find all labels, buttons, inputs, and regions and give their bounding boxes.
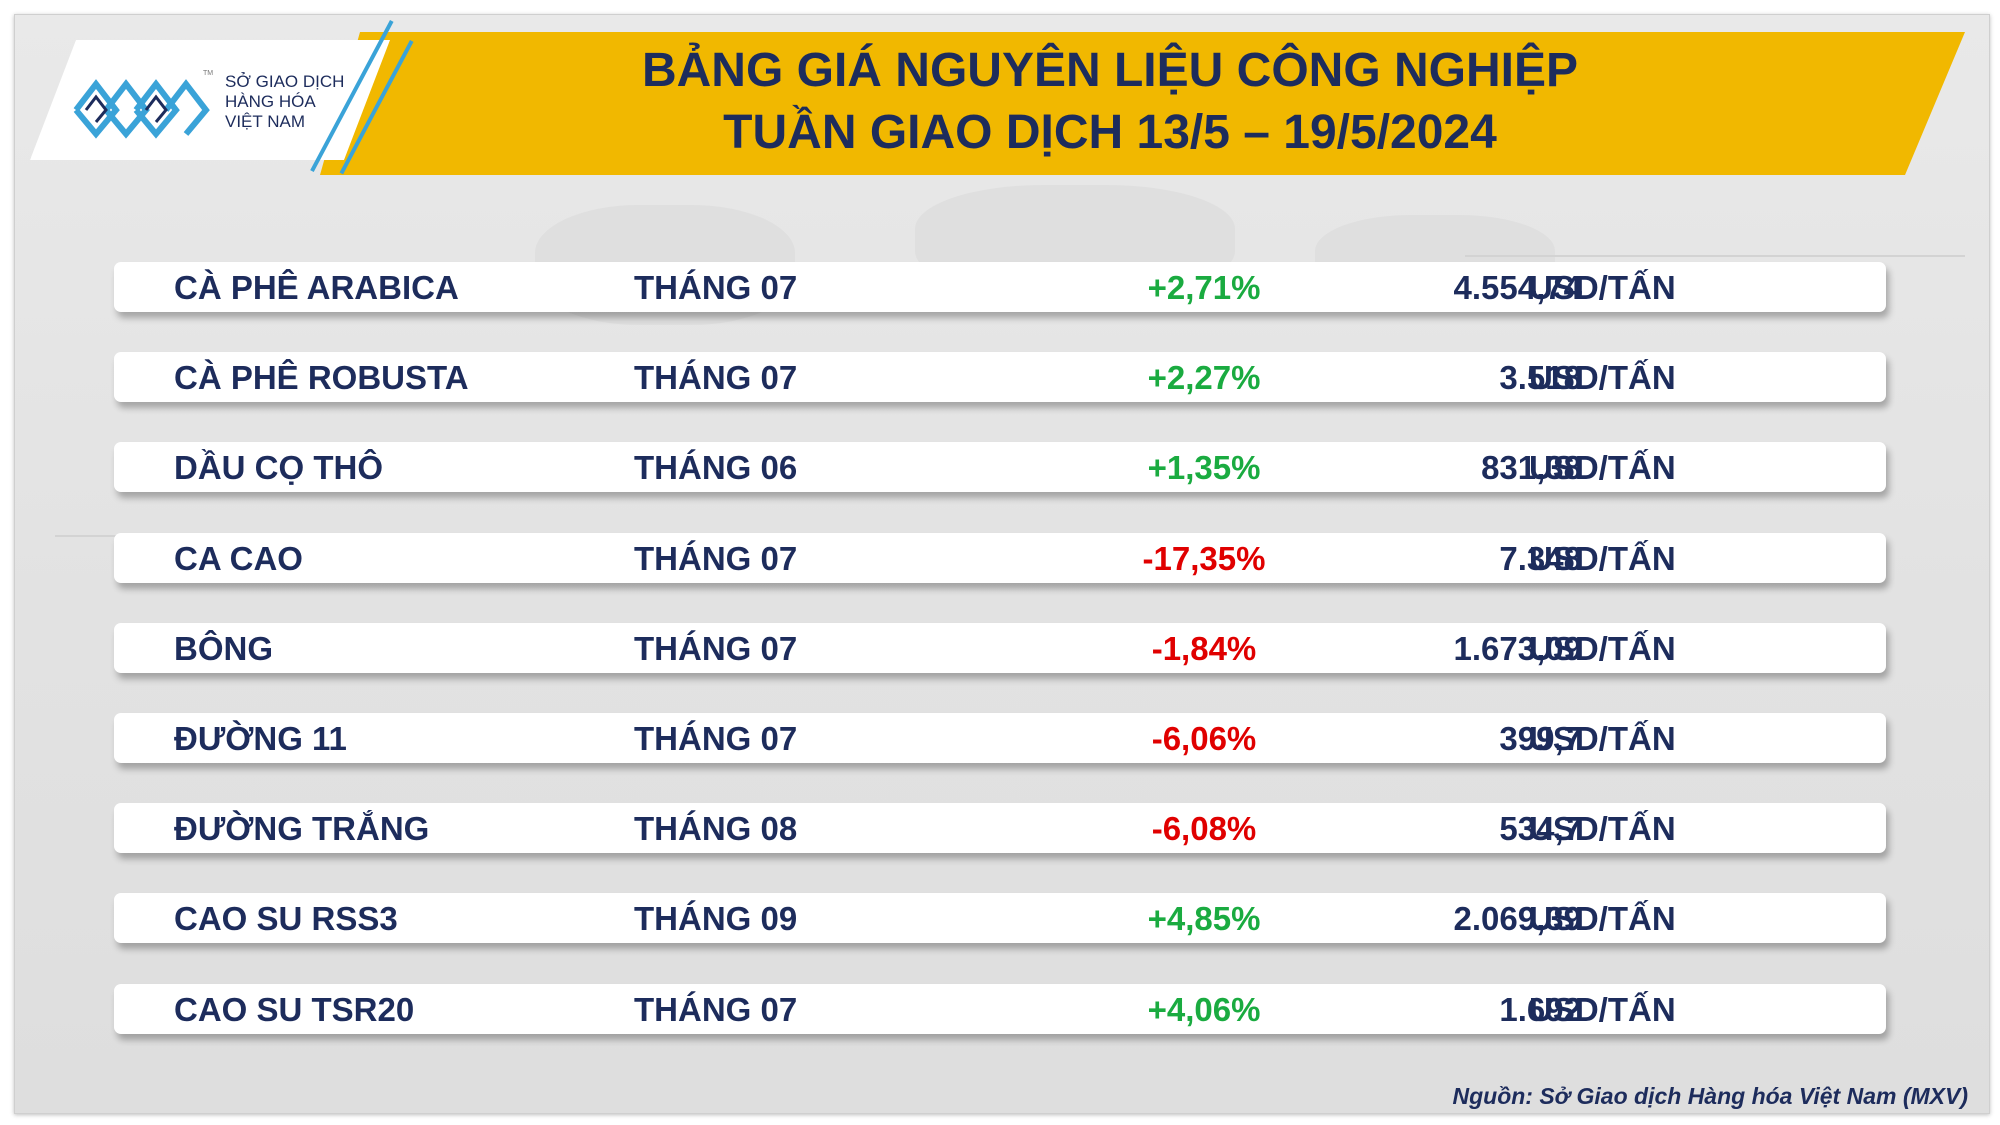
table-row: ĐƯỜNG TRẮNG THÁNG 08 -6,08% 534,7 USD/TẤN [114, 803, 1886, 853]
commodity-name: CÀ PHÊ ROBUSTA [174, 359, 469, 396]
mxv-logo-icon [73, 79, 210, 139]
price-value: 3.518 [1499, 359, 1582, 396]
logo-text: SỞ GIAO DỊCH HÀNG HÓA VIỆT NAM [225, 72, 375, 132]
trademark-mark: TM [203, 70, 214, 77]
table-row: CÀ PHÊ ARABICA THÁNG 07 +2,71% 4.554,74 USD/… [114, 262, 1886, 312]
commodity-name: BÔNG [174, 630, 273, 667]
price-value: 534,7 [1499, 810, 1582, 847]
logo-line-2: HÀNG HÓA [225, 92, 316, 111]
price-value: 7.348 [1499, 540, 1582, 577]
table-row: CAO SU RSS3 THÁNG 09 +4,85% 2.069,39 USD/TẤN [114, 893, 1886, 943]
weekly-change: +4,06% [1147, 991, 1261, 1028]
weekly-change: -6,06% [1151, 720, 1257, 757]
price-unit: USD/TẤN [1529, 991, 1676, 1028]
background-line [1465, 255, 1965, 257]
table-row: BÔNG THÁNG 07 -1,84% 1.673,09 USD/TẤN [114, 623, 1886, 673]
contract-month: THÁNG 07 [634, 269, 798, 306]
table-row: CAO SU TSR20 THÁNG 07 +4,06% 1.692 USD/TẤN [114, 984, 1886, 1034]
contract-month: THÁNG 07 [634, 540, 798, 577]
weekly-change: +1,35% [1147, 449, 1261, 486]
price-unit: USD/TẤN [1529, 540, 1676, 577]
commodity-name: CÀ PHÊ ARABICA [174, 269, 459, 306]
contract-month: THÁNG 09 [634, 900, 798, 937]
weekly-change: +4,85% [1147, 900, 1261, 937]
contract-month: THÁNG 07 [634, 359, 798, 396]
table-row: CÀ PHÊ ROBUSTA THÁNG 07 +2,27% 3.518 USD/TẤN [114, 352, 1886, 402]
table-row: DẦU CỌ THÔ THÁNG 06 +1,35% 831,38 USD/TẤN [114, 442, 1886, 492]
contract-month: THÁNG 08 [634, 810, 798, 847]
weekly-change: -17,35% [1142, 540, 1266, 577]
commodity-name: CA CAO [174, 540, 303, 577]
price-value: 2.069,39 [1453, 900, 1582, 937]
weekly-change: -6,08% [1151, 810, 1257, 847]
price-value: 1.692 [1499, 991, 1582, 1028]
commodity-name: ĐƯỜNG 11 [174, 720, 347, 757]
commodity-name: DẦU CỌ THÔ [174, 449, 383, 486]
price-unit: USD/TẤN [1529, 269, 1676, 306]
page-title: BẢNG GIÁ NGUYÊN LIỆU CÔNG NGHIỆP TUẦN GI… [380, 40, 1840, 170]
price-unit: USD/TẤN [1529, 720, 1676, 757]
price-unit: USD/TẤN [1529, 810, 1676, 847]
price-unit: USD/TẤN [1529, 630, 1676, 667]
commodity-name: CAO SU RSS3 [174, 900, 398, 937]
contract-month: THÁNG 07 [634, 630, 798, 667]
price-value: 4.554,74 [1453, 269, 1582, 306]
price-unit: USD/TẤN [1529, 359, 1676, 396]
logo-line-3: VIỆT NAM [225, 112, 305, 131]
contract-month: THÁNG 07 [634, 720, 798, 757]
title-line-2: TUẦN GIAO DỊCH 13/5 – 19/5/2024 [723, 106, 1497, 159]
weekly-change: +2,71% [1147, 269, 1261, 306]
weekly-change: +2,27% [1147, 359, 1261, 396]
price-unit: USD/TẤN [1529, 900, 1676, 937]
price-value: 1.673,09 [1453, 630, 1582, 667]
table-row: CA CAO THÁNG 07 -17,35% 7.348 USD/TẤN [114, 533, 1886, 583]
weekly-change: -1,84% [1151, 630, 1257, 667]
title-line-1: BẢNG GIÁ NGUYÊN LIỆU CÔNG NGHIỆP [641, 44, 1579, 97]
title-banner [320, 32, 1965, 175]
price-unit: USD/TẤN [1529, 449, 1676, 486]
source-note: Nguồn: Sở Giao dịch Hàng hóa Việt Nam (M… [1452, 1083, 1968, 1109]
contract-month: THÁNG 06 [634, 449, 798, 486]
logo-line-1: SỞ GIAO DỊCH [225, 72, 345, 91]
price-value: 831,38 [1481, 449, 1582, 486]
commodity-name: CAO SU TSR20 [174, 991, 415, 1028]
price-value: 399,7 [1499, 720, 1582, 757]
commodity-name: ĐƯỜNG TRẮNG [174, 810, 430, 847]
table-row: ĐƯỜNG 11 THÁNG 07 -6,06% 399,7 USD/TẤN [114, 713, 1886, 763]
contract-month: THÁNG 07 [634, 991, 798, 1028]
